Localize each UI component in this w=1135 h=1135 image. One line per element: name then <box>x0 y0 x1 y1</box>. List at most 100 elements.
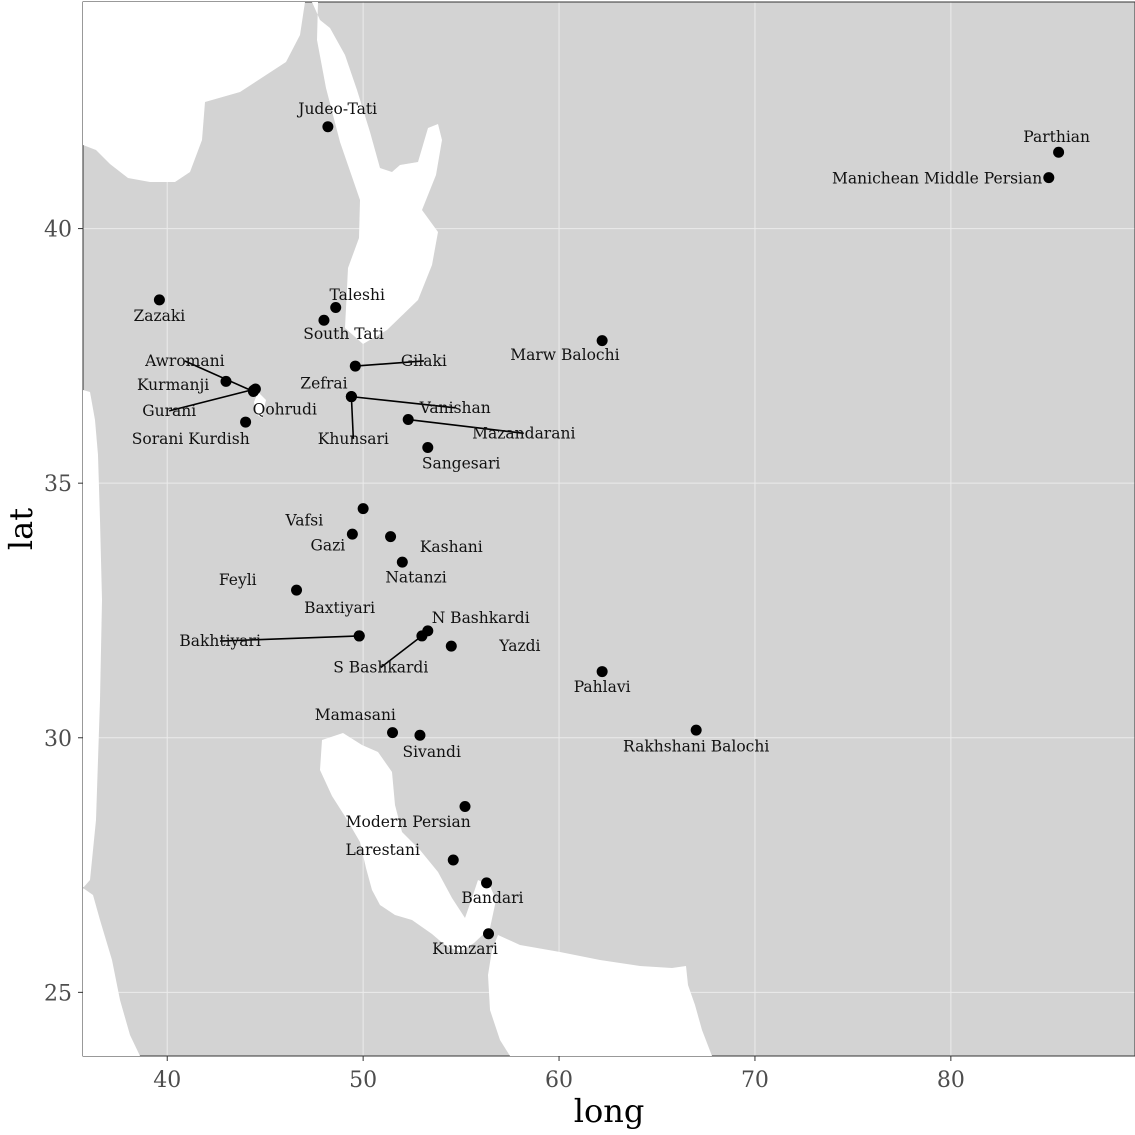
label-parthian: Parthian <box>1023 128 1090 146</box>
label-sivandi: Sivandi <box>402 743 460 761</box>
label-n-bashkardi: N Bashkardi <box>432 609 530 627</box>
label-mazandarani: Mazandarani <box>472 424 575 442</box>
water-bodies <box>83 2 712 1056</box>
label-vafsi: Vafsi <box>285 511 324 529</box>
y-axis-ticks: 25 30 35 40 <box>44 218 83 1006</box>
label-zazaki: Zazaki <box>134 307 186 325</box>
label-bakhtiyari: Bakhtiyari <box>179 632 261 650</box>
y-tick-label: 25 <box>44 981 72 1006</box>
label-kurmanji: Kurmanji <box>137 376 209 394</box>
location-points <box>153 121 1065 940</box>
point-mazandarani <box>402 414 414 426</box>
point-sorani-kurdish <box>240 416 252 428</box>
label-leader-lines <box>169 360 524 669</box>
point-modern-persian <box>459 801 471 813</box>
point-pahlavi <box>596 666 608 678</box>
label-marw-balochi: Marw Balochi <box>510 346 619 364</box>
leader-line-gilaki <box>355 360 424 367</box>
label-taleshi: Taleshi <box>330 286 385 304</box>
label-modern-persian: Modern Persian <box>346 813 471 831</box>
point-south-tati <box>318 314 330 326</box>
leader-line-s-bashkardi <box>380 635 423 669</box>
land-background <box>83 2 1135 1056</box>
leader-line-awromani <box>184 360 254 393</box>
point-manichean-middle-persian <box>1043 172 1055 184</box>
y-tick-label: 35 <box>44 472 72 497</box>
point-natanzi <box>396 556 408 568</box>
red-sea-water <box>83 888 140 1056</box>
point-mamasani <box>387 727 399 739</box>
label-gurani: Gurani <box>142 402 196 420</box>
point-kurmanji <box>220 375 232 387</box>
lake-urmia-water <box>254 392 266 418</box>
label-larestani: Larestani <box>345 841 420 859</box>
point-bakhtiyari <box>353 630 365 642</box>
label-qohrudi: Qohrudi <box>253 400 317 418</box>
point-yazdi <box>445 640 457 652</box>
leader-line-gurani <box>169 388 256 412</box>
label-sorani-kurdish: Sorani Kurdish <box>132 430 250 448</box>
point-gazi <box>346 528 358 540</box>
point-bandari <box>481 877 493 889</box>
label-bandari: Bandari <box>461 889 523 907</box>
label-judeo-tati: Judeo-Tati <box>296 100 377 118</box>
label-s-bashkardi: S Bashkardi <box>333 658 428 676</box>
map-panel: Judeo-Tati Parthian Manichean Middle Persi… <box>82 1 1135 1057</box>
caspian-sea-water <box>300 2 442 344</box>
gulf-of-oman-water <box>488 935 712 1056</box>
point-sivandi <box>414 729 426 741</box>
leader-line-mazandarani <box>408 418 524 435</box>
x-tick-label: 80 <box>937 1068 965 1093</box>
point-khunsari <box>345 391 357 403</box>
point-qohrudi <box>247 385 259 397</box>
label-mamasani: Mamasani <box>315 706 396 724</box>
x-tick-label: 70 <box>741 1068 769 1093</box>
label-gilaki: Gilaki <box>401 352 447 370</box>
point-gilaki <box>349 360 361 372</box>
point-kashani <box>385 531 397 543</box>
y-tick-label: 30 <box>44 727 72 752</box>
point-kumzari <box>483 928 495 940</box>
label-rakhshani-balochi: Rakhshani Balochi <box>623 737 769 755</box>
label-south-tati: South Tati <box>303 325 384 343</box>
point-sangesari <box>422 442 434 454</box>
point-zazaki <box>153 294 165 306</box>
x-tick-label: 40 <box>153 1068 181 1093</box>
x-axis-ticks: 40 50 60 70 80 <box>153 1056 965 1093</box>
black-sea-water <box>83 2 305 182</box>
point-vafsi <box>357 503 369 515</box>
point-feyli <box>291 584 303 596</box>
label-zefrai: Zefrai <box>300 374 347 392</box>
label-vanishan: Vanishan <box>419 399 491 417</box>
leader-line-khunsari <box>350 396 355 439</box>
point-larestani <box>447 854 459 866</box>
label-gazi: Gazi <box>311 536 346 554</box>
point-rakhshani-balochi <box>690 724 702 736</box>
label-awromani: Awromani <box>144 352 224 370</box>
point-taleshi <box>330 302 342 314</box>
leader-line-bakhtiyari <box>220 635 360 642</box>
label-yazdi: Yazdi <box>498 637 540 655</box>
x-tick-label: 60 <box>545 1068 573 1093</box>
label-pahlavi: Pahlavi <box>574 678 631 696</box>
y-axis-title: lat <box>2 508 40 550</box>
y-tick-label: 40 <box>44 218 72 243</box>
label-khunsari: Khunsari <box>318 430 389 448</box>
point-marw-balochi <box>596 335 608 347</box>
point-s-bashkardi <box>416 630 428 642</box>
x-axis-title: long <box>574 1092 645 1130</box>
point-judeo-tati <box>322 121 334 133</box>
point-parthian <box>1053 146 1065 158</box>
leader-line-vanishan <box>351 395 456 409</box>
label-baxtiyari: Baxtiyari <box>304 599 375 617</box>
mediterranean-sea-water <box>83 390 102 888</box>
label-natanzi: Natanzi <box>385 568 446 586</box>
label-manichean-middle-persian: Manichean Middle Persian <box>832 170 1042 188</box>
x-tick-label: 50 <box>349 1068 377 1093</box>
label-feyli: Feyli <box>219 571 257 589</box>
label-kashani: Kashani <box>420 538 483 556</box>
location-labels: Judeo-Tati Parthian Manichean Middle Persi… <box>132 100 1090 958</box>
label-sangesari: Sangesari <box>422 454 501 472</box>
label-kumzari: Kumzari <box>432 940 498 958</box>
